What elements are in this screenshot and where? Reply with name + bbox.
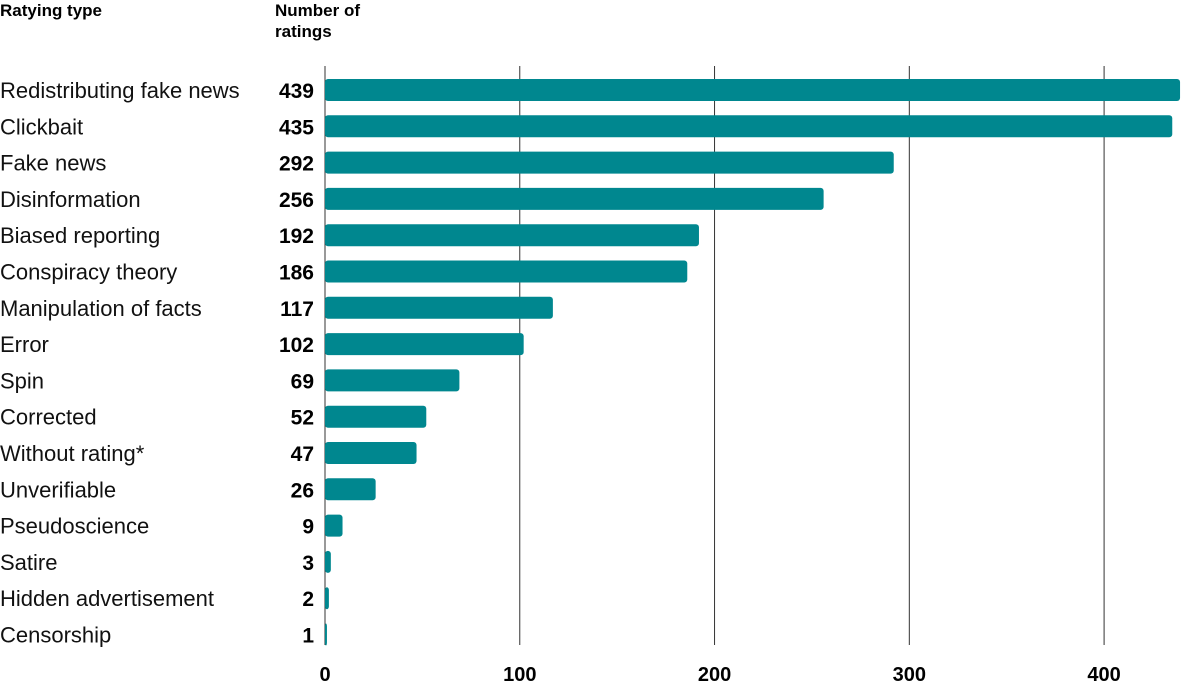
x-tick-label-300: 300: [893, 664, 926, 686]
value-label: 186: [279, 262, 314, 285]
category-label: Fake news: [0, 151, 106, 176]
value-label: 26: [291, 479, 314, 502]
category-label: Censorship: [0, 623, 111, 648]
bar: [325, 587, 329, 610]
category-label: Disinformation: [0, 187, 141, 212]
category-label: Clickbait: [0, 114, 83, 139]
bar: [325, 115, 1173, 138]
bar: [325, 550, 331, 573]
value-label: 117: [280, 298, 314, 321]
bar: [325, 514, 343, 537]
bar: [325, 369, 460, 392]
value-label: 9: [302, 516, 314, 539]
value-label: 3: [302, 552, 314, 575]
category-label: Conspiracy theory: [0, 260, 177, 285]
bar: [325, 79, 1181, 101]
value-label: 2: [302, 588, 314, 611]
bar: [325, 187, 824, 210]
x-tick-label-200: 200: [698, 664, 731, 686]
category-label: Redistributing fake news: [0, 78, 240, 103]
bar: [325, 333, 524, 356]
x-tick-label-100: 100: [503, 664, 536, 686]
bar: [325, 623, 327, 646]
value-labels: 439 435 292 256 192 186 117 102 69 52 47 26 9 3 2 1: [279, 80, 314, 648]
bar: [325, 442, 417, 464]
category-label: Corrected: [0, 405, 97, 430]
value-label: 256: [279, 189, 314, 212]
value-label: 52: [291, 407, 314, 430]
value-label: 102: [279, 334, 314, 357]
bar: [325, 151, 894, 174]
x-tick-label-0: 0: [319, 664, 330, 686]
bar: [325, 260, 688, 283]
bar: [325, 296, 553, 319]
value-label: 192: [279, 225, 314, 248]
number-of-ratings-header: Number of ratings: [275, 1, 360, 41]
rating-type-header: Ratying type: [0, 1, 103, 20]
category-label: Without rating*: [0, 441, 145, 466]
value-label: 439: [279, 80, 314, 103]
value-label: 435: [279, 116, 314, 139]
bar: [325, 405, 427, 428]
category-label: Biased reporting: [0, 223, 160, 248]
category-label: Hidden advertisement: [0, 586, 214, 611]
category-label: Error: [0, 332, 49, 357]
category-label: Satire: [0, 550, 57, 575]
category-labels: Redistributing fake news Clickbait Fake ne…: [0, 78, 240, 648]
bar: [325, 478, 376, 501]
value-label: 292: [279, 153, 314, 176]
category-label: Unverifiable: [0, 477, 116, 502]
value-label: 69: [291, 370, 314, 393]
category-label: Manipulation of facts: [0, 296, 202, 321]
bar: [325, 224, 699, 247]
bars: [325, 79, 1181, 646]
value-label: 47: [291, 443, 314, 466]
value-label: 1: [302, 625, 314, 648]
category-label: Spin: [0, 368, 44, 393]
x-tick-labels: 0 100 200 300 400: [319, 664, 1120, 686]
category-label: Pseudoscience: [0, 514, 149, 539]
x-tick-label-400: 400: [1087, 664, 1120, 686]
